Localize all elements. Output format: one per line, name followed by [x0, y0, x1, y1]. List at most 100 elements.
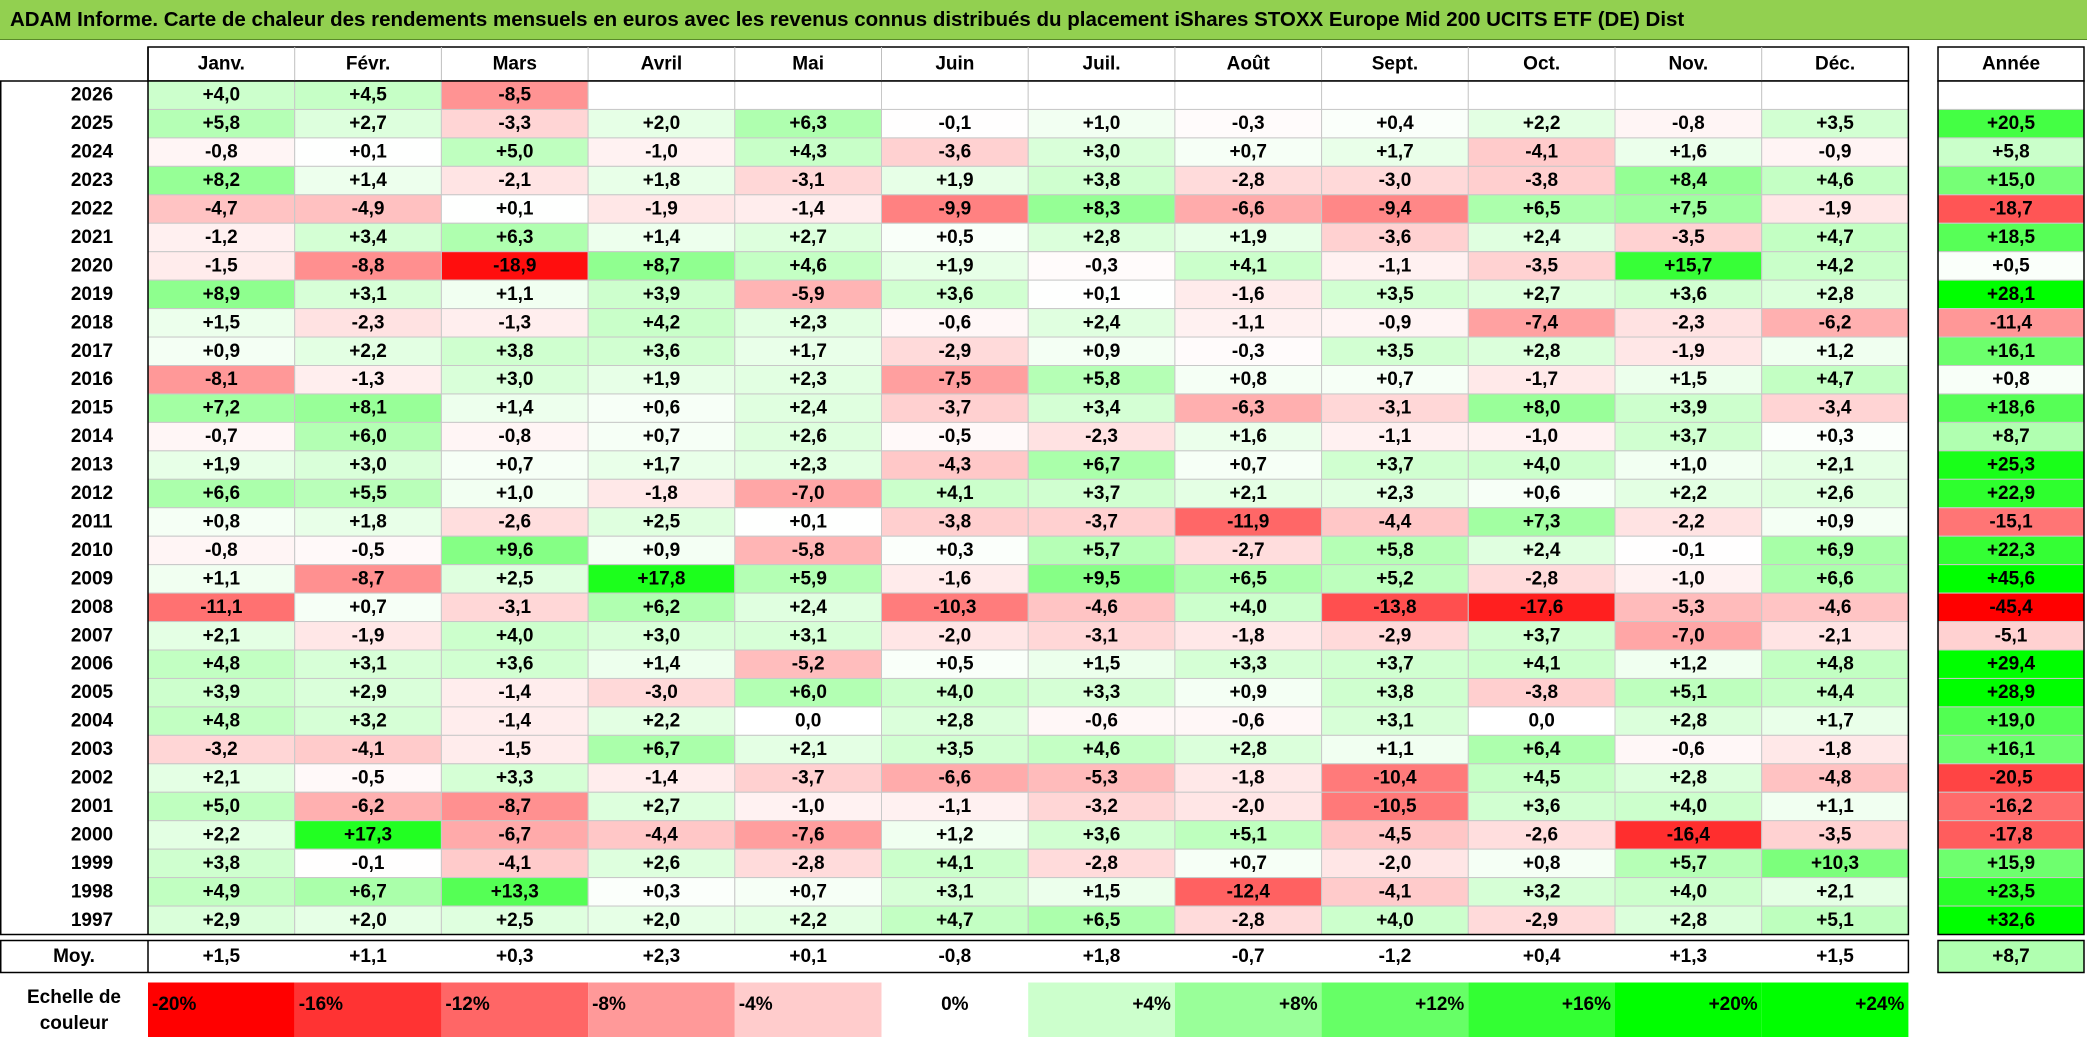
cell-value: +4,0: [496, 625, 534, 646]
cell-value: +6,4: [1523, 739, 1561, 760]
cell-value: +3,9: [643, 284, 681, 305]
cell-value: +4,8: [1816, 654, 1854, 675]
heatmap-cell: [294, 763, 442, 793]
heatmap-cell: [1761, 791, 1909, 822]
cell-value: +6,6: [203, 483, 241, 504]
cell-value: +2,7: [643, 796, 681, 817]
cell-value: +1,8: [349, 511, 387, 532]
heatmap-cell: [734, 80, 882, 110]
annual-cell: [1937, 421, 2085, 452]
annual-value: +16,1: [1987, 739, 2036, 760]
cell-value: +8,4: [1670, 170, 1708, 191]
cell-value: +2,8: [1670, 768, 1708, 789]
row-year-label: 2017: [71, 341, 113, 362]
cell-value: +5,0: [496, 142, 534, 163]
heatmap-cell: [881, 564, 1029, 594]
cell-value: +2,8: [1229, 739, 1267, 760]
annual-cell: [1937, 137, 2085, 167]
cell-value: +3,0: [496, 369, 534, 390]
cell-value: +4,1: [1229, 255, 1267, 276]
heatmap-cell: [881, 649, 1029, 679]
annual-cell: [1937, 877, 2085, 907]
heatmap-cell: [1027, 649, 1176, 679]
cell-value: +0,5: [936, 654, 974, 675]
cell-value: -12,4: [1227, 881, 1271, 902]
heatmap-cell: [1614, 649, 1763, 679]
heatmap-cell: [294, 251, 442, 281]
heatmap-cell: [1467, 251, 1616, 281]
title-bar: ADAM Informe. Carte de chaleur des rende…: [0, 0, 2087, 40]
cell-value: +5,1: [1816, 910, 1854, 931]
cell-value: -3,1: [1085, 625, 1118, 646]
cell-value: -1,6: [938, 568, 971, 589]
cell-value: +2,7: [1523, 284, 1561, 305]
row-year-label: 1999: [71, 853, 113, 874]
cell-value: -3,5: [1672, 227, 1705, 248]
heatmap-cell: [881, 706, 1029, 736]
heatmap-cell: [294, 308, 442, 338]
heatmap-cell: [734, 478, 882, 509]
heatmap-cell: [587, 336, 736, 366]
cell-value: +3,0: [349, 455, 387, 476]
cell-value: +6,2: [643, 597, 681, 618]
cell-value: +1,7: [1376, 142, 1414, 163]
row-year-label: 2005: [71, 682, 114, 703]
cell-value: +1,2: [936, 824, 974, 845]
cell-value: -0,1: [938, 113, 971, 134]
annual-value: +5,8: [1992, 142, 2030, 163]
cell-value: +5,5: [349, 483, 387, 504]
cell-value: -1,9: [645, 199, 678, 220]
heatmap-cell: [1321, 336, 1469, 366]
cell-value: +1,9: [203, 455, 241, 476]
heatmap-cell: [881, 677, 1029, 708]
scale-swatch: [588, 982, 735, 1037]
cell-value: +6,3: [496, 227, 534, 248]
scale-swatch: [1321, 982, 1469, 1037]
cell-value: -3,7: [1085, 511, 1118, 532]
heatmap-cell: [881, 308, 1029, 338]
cell-value: -2,9: [938, 341, 971, 362]
row-year-label: 1997: [71, 910, 113, 931]
cell-value: -3,1: [498, 597, 531, 618]
cell-value: +2,8: [1523, 341, 1561, 362]
heatmap-cell: [881, 80, 1029, 110]
cell-value: -0,3: [1232, 113, 1265, 134]
annual-cell: [1937, 820, 2085, 850]
heatmap-cell: [881, 137, 1029, 167]
cell-value: +2,4: [1523, 540, 1561, 561]
heatmap-cell: [1321, 393, 1469, 423]
heatmap-cell: [294, 450, 442, 480]
heatmap-cell: [587, 421, 736, 452]
row-year-label: 2026: [71, 85, 113, 106]
heatmap-cell: [440, 108, 589, 139]
cell-value: +17,8: [637, 568, 685, 589]
heatmap-cell: [440, 649, 589, 679]
heatmap-cell: [1467, 791, 1616, 822]
cell-value: -2,8: [1525, 568, 1558, 589]
cell-value: +3,6: [1670, 284, 1708, 305]
cell-value: -2,9: [1525, 910, 1558, 931]
cell-value: +0,1: [789, 511, 827, 532]
cell-value: -4,1: [1525, 142, 1558, 163]
cell-value: -7,4: [1525, 312, 1558, 333]
annual-value: +15,0: [1987, 170, 2035, 191]
heatmap-cell: [440, 734, 589, 765]
cell-value: -0,1: [352, 853, 385, 874]
heatmap-cell: [1027, 734, 1176, 765]
cell-value: +9,5: [1083, 568, 1121, 589]
cell-value: +0,7: [496, 455, 534, 476]
cell-value: -9,9: [938, 199, 971, 220]
heatmap-cell: [587, 535, 736, 566]
heatmap-cell: [1614, 848, 1763, 879]
cell-value: -4,6: [1819, 597, 1852, 618]
cell-value: -10,4: [1373, 768, 1417, 789]
row-year-label: 2018: [71, 312, 113, 333]
cell-value: +0,7: [1229, 853, 1267, 874]
cell-value: +1,1: [1376, 739, 1414, 760]
cell-value: +3,3: [1229, 654, 1267, 675]
average-value: +1,3: [1670, 946, 1708, 967]
row-year-label: 2009: [71, 568, 113, 589]
heatmap-cell: [147, 194, 296, 224]
cell-value: -0,6: [1672, 739, 1705, 760]
cell-value: -6,2: [352, 796, 385, 817]
